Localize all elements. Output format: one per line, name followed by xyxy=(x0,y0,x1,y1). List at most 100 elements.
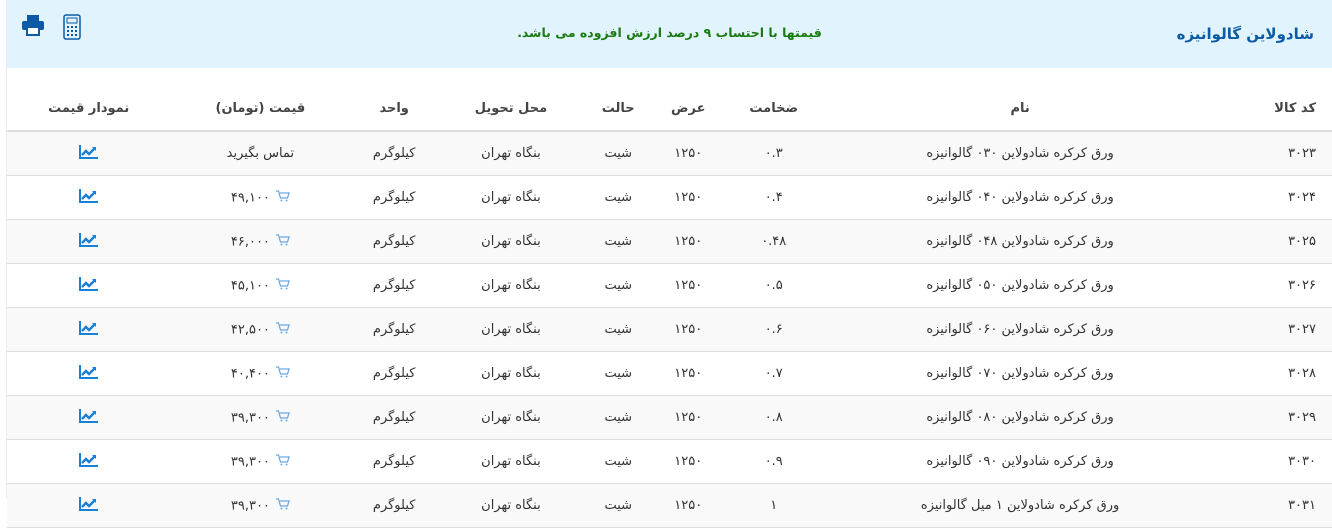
price-chart-cell xyxy=(7,131,171,176)
product-name: ورق کرکره شادولاین ۰۹۰ گالوانیزه xyxy=(823,439,1217,484)
price-chart-cell xyxy=(7,439,171,484)
column-header: نام xyxy=(823,86,1217,132)
width: ۱۲۵۰ xyxy=(652,351,725,396)
table-row: ۳۰۳۰ ورق کرکره شادولاین ۰۹۰ گالوانیزه ۰.۹ ۱… xyxy=(7,439,1332,484)
price-cell: ۳۹,۳۰۰ xyxy=(170,483,351,528)
price-chart-cell xyxy=(7,307,171,352)
column-header: کد کالا xyxy=(1216,86,1332,132)
price: ۴۵,۱۰۰ xyxy=(230,278,270,293)
cart-icon[interactable] xyxy=(275,321,290,338)
thickness: ۰.۹ xyxy=(724,439,824,484)
chart-icon[interactable] xyxy=(78,189,99,207)
chart-icon[interactable] xyxy=(78,277,99,295)
price-cell: ۴۹,۱۰۰ xyxy=(170,175,351,220)
cart-icon[interactable] xyxy=(275,365,290,382)
delivery-location: بنگاه تهران xyxy=(437,219,584,264)
table-row: ۳۰۲۷ ورق کرکره شادولاین ۰۶۰ گالوانیزه ۰.۶ ۱… xyxy=(7,307,1332,352)
state: شیت xyxy=(583,351,653,396)
delivery-location: بنگاه تهران xyxy=(437,307,584,352)
thickness: ۰.۸ xyxy=(724,395,824,440)
product-name: ورق کرکره شادولاین ۱ میل گالوانیزه xyxy=(823,483,1217,528)
delivery-location: بنگاه تهران xyxy=(437,131,584,176)
product-code: ۳۰۲۵ xyxy=(1216,219,1332,264)
chart-icon[interactable] xyxy=(78,233,99,251)
price: ۳۹,۳۰۰ xyxy=(230,454,270,469)
chart-icon[interactable] xyxy=(78,321,99,339)
cart-icon[interactable] xyxy=(275,189,290,206)
page-title: شادولاین گالوانیزه xyxy=(1176,25,1314,43)
product-code: ۳۰۳۱ xyxy=(1216,483,1332,528)
price-cell: ۴۲,۵۰۰ xyxy=(170,307,351,352)
chart-icon[interactable] xyxy=(78,497,99,515)
header-banner: شادولاین گالوانیزه قیمتها با احتساب ۹ در… xyxy=(7,0,1332,68)
price-cell: ۴۶,۰۰۰ xyxy=(170,219,351,264)
table-row: ۳۰۲۸ ورق کرکره شادولاین ۰۷۰ گالوانیزه ۰.۷ ۱… xyxy=(7,351,1332,396)
width: ۱۲۵۰ xyxy=(652,219,725,264)
cart-icon[interactable] xyxy=(275,497,290,514)
unit: کیلوگرم xyxy=(350,263,438,308)
price-cell: ۴۵,۱۰۰ xyxy=(170,263,351,308)
cart-icon[interactable] xyxy=(275,277,290,294)
thickness: ۰.۶ xyxy=(724,307,824,352)
product-code: ۳۰۲۸ xyxy=(1216,351,1332,396)
column-header: عرض xyxy=(652,86,725,132)
price-chart-cell xyxy=(7,219,171,264)
state: شیت xyxy=(583,395,653,440)
price-chart-cell xyxy=(7,175,171,220)
state: شیت xyxy=(583,439,653,484)
unit: کیلوگرم xyxy=(350,351,438,396)
thickness: ۰.۴ xyxy=(724,175,824,220)
table-row: ۳۰۲۵ ورق کرکره شادولاین ۰۴۸ گالوانیزه ۰.۴۸… xyxy=(7,219,1332,264)
unit: کیلوگرم xyxy=(350,219,438,264)
delivery-location: بنگاه تهران xyxy=(437,483,584,528)
width: ۱۲۵۰ xyxy=(652,483,725,528)
product-code: ۳۰۲۹ xyxy=(1216,395,1332,440)
price-cell: ۴۰,۴۰۰ xyxy=(170,351,351,396)
table-row: ۳۰۲۶ ورق کرکره شادولاین ۰۵۰ گالوانیزه ۰.۵ ۱… xyxy=(7,263,1332,308)
cart-icon[interactable] xyxy=(275,453,290,470)
thickness: ۰.۳ xyxy=(724,131,824,176)
product-code: ۳۰۲۶ xyxy=(1216,263,1332,308)
chart-icon[interactable] xyxy=(78,365,99,383)
column-header: محل تحویل xyxy=(437,86,584,132)
state: شیت xyxy=(583,263,653,308)
chart-icon[interactable] xyxy=(78,409,99,427)
price: ۴۲,۵۰۰ xyxy=(230,322,270,337)
thickness: ۰.۷ xyxy=(724,351,824,396)
product-name: ورق کرکره شادولاین ۰۵۰ گالوانیزه xyxy=(823,263,1217,308)
unit: کیلوگرم xyxy=(350,483,438,528)
price-chart-cell xyxy=(7,395,171,440)
product-code: ۳۰۳۰ xyxy=(1216,439,1332,484)
thickness: ۰.۵ xyxy=(724,263,824,308)
product-code: ۳۰۲۳ xyxy=(1216,131,1332,176)
cart-icon[interactable] xyxy=(275,233,290,250)
calculator-icon[interactable] xyxy=(63,14,81,44)
print-icon[interactable] xyxy=(21,14,45,44)
thickness: ۰.۴۸ xyxy=(724,219,824,264)
price-cell: ۳۹,۳۰۰ xyxy=(170,439,351,484)
price-table: کد کالا نام ضخامت عرض حالت محل تحویل واحد قیمت … xyxy=(7,86,1332,528)
unit: کیلوگرم xyxy=(350,131,438,176)
column-header: واحد xyxy=(350,86,438,132)
price-chart-cell xyxy=(7,483,171,528)
table-row: ۳۰۲۳ ورق کرکره شادولاین ۰۳۰ گالوانیزه ۰.۳ ۱… xyxy=(7,131,1332,176)
state: شیت xyxy=(583,307,653,352)
column-header: ضخامت xyxy=(724,86,824,132)
price-cell: ۳۹,۳۰۰ xyxy=(170,395,351,440)
product-name: ورق کرکره شادولاین ۰۸۰ گالوانیزه xyxy=(823,395,1217,440)
chart-icon[interactable] xyxy=(78,453,99,471)
width: ۱۲۵۰ xyxy=(652,175,725,220)
chart-icon[interactable] xyxy=(78,145,99,163)
state: شیت xyxy=(583,483,653,528)
column-header: حالت xyxy=(583,86,653,132)
unit: کیلوگرم xyxy=(350,175,438,220)
width: ۱۲۵۰ xyxy=(652,439,725,484)
cart-icon[interactable] xyxy=(275,409,290,426)
delivery-location: بنگاه تهران xyxy=(437,439,584,484)
column-header: نمودار قیمت xyxy=(7,86,171,132)
delivery-location: بنگاه تهران xyxy=(437,263,584,308)
width: ۱۲۵۰ xyxy=(652,395,725,440)
price-chart-cell xyxy=(7,263,171,308)
product-name: ورق کرکره شادولاین ۰۴۸ گالوانیزه xyxy=(823,219,1217,264)
price: ۳۹,۳۰۰ xyxy=(230,410,270,425)
